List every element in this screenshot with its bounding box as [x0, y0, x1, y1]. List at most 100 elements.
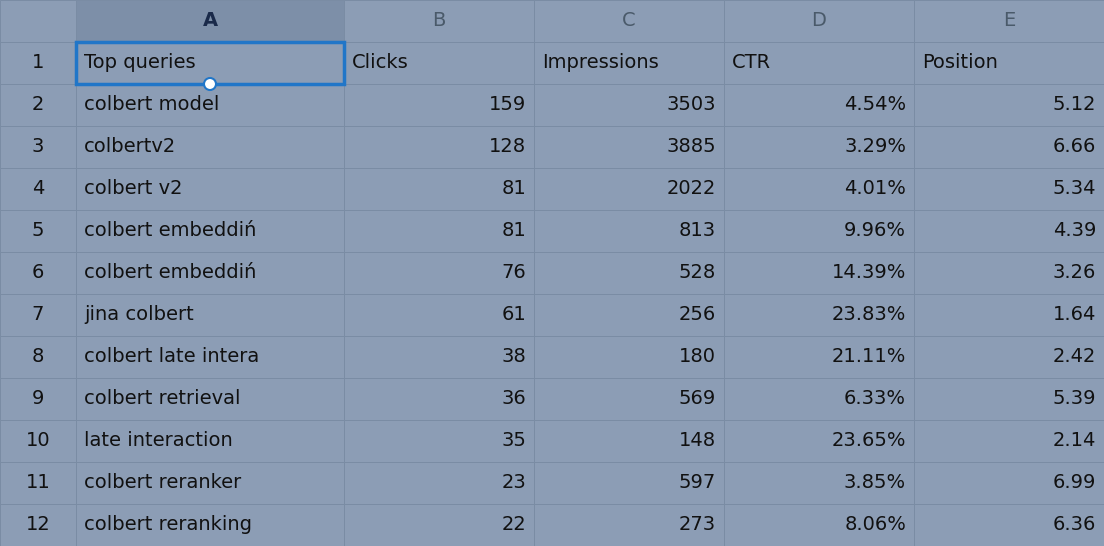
Text: 11: 11: [25, 473, 51, 492]
Text: 6.36: 6.36: [1052, 515, 1096, 535]
Text: 4: 4: [32, 180, 44, 199]
Text: 2.14: 2.14: [1052, 431, 1096, 450]
Text: E: E: [1002, 11, 1015, 31]
Text: 569: 569: [679, 389, 716, 408]
Text: 81: 81: [501, 180, 526, 199]
Text: C: C: [623, 11, 636, 31]
Bar: [914, 42, 1104, 84]
Text: 6.99: 6.99: [1052, 473, 1096, 492]
Bar: [76, 504, 344, 546]
Text: 3885: 3885: [667, 138, 716, 157]
Text: D: D: [811, 11, 827, 31]
Bar: [724, 336, 914, 378]
Bar: [914, 378, 1104, 420]
Bar: [0, 336, 76, 378]
Text: 76: 76: [501, 264, 526, 282]
Text: 6: 6: [32, 264, 44, 282]
Text: colbertv2: colbertv2: [84, 138, 177, 157]
Text: 6.66: 6.66: [1052, 138, 1096, 157]
Circle shape: [204, 78, 216, 90]
Bar: [724, 504, 914, 546]
Bar: [534, 420, 724, 462]
Text: 813: 813: [679, 222, 716, 240]
Bar: [914, 420, 1104, 462]
Text: 35: 35: [501, 431, 526, 450]
Text: Top queries: Top queries: [84, 54, 195, 73]
Bar: [76, 126, 344, 168]
Text: 7: 7: [32, 306, 44, 324]
Text: Impressions: Impressions: [542, 54, 659, 73]
Text: 3.85%: 3.85%: [843, 473, 906, 492]
Bar: [76, 84, 344, 126]
Bar: [76, 336, 344, 378]
Text: 148: 148: [679, 431, 716, 450]
Bar: [76, 462, 344, 504]
Text: 273: 273: [679, 515, 716, 535]
Bar: [344, 42, 534, 84]
Bar: [534, 378, 724, 420]
Text: 3503: 3503: [667, 96, 716, 115]
Text: B: B: [433, 11, 446, 31]
Bar: [914, 252, 1104, 294]
Text: A: A: [202, 11, 217, 31]
Bar: [344, 336, 534, 378]
Text: 9: 9: [32, 389, 44, 408]
Bar: [914, 294, 1104, 336]
Text: 21.11%: 21.11%: [831, 347, 906, 366]
Bar: [534, 126, 724, 168]
Bar: [534, 168, 724, 210]
Text: 3: 3: [32, 138, 44, 157]
Bar: [534, 336, 724, 378]
Text: 180: 180: [679, 347, 716, 366]
Text: 4.54%: 4.54%: [843, 96, 906, 115]
Bar: [0, 294, 76, 336]
Text: 23: 23: [501, 473, 526, 492]
Bar: [724, 84, 914, 126]
Bar: [0, 126, 76, 168]
Text: 5.12: 5.12: [1052, 96, 1096, 115]
Text: 128: 128: [489, 138, 526, 157]
Text: 61: 61: [501, 306, 526, 324]
Bar: [914, 126, 1104, 168]
Bar: [0, 504, 76, 546]
Text: 22: 22: [501, 515, 526, 535]
Text: colbert model: colbert model: [84, 96, 220, 115]
Bar: [344, 294, 534, 336]
Text: 38: 38: [501, 347, 526, 366]
Bar: [0, 210, 76, 252]
Bar: [534, 504, 724, 546]
Text: 5: 5: [32, 222, 44, 240]
Text: colbert reranking: colbert reranking: [84, 515, 252, 535]
Bar: [0, 252, 76, 294]
Bar: [534, 210, 724, 252]
Text: 4.01%: 4.01%: [845, 180, 906, 199]
Text: CTR: CTR: [732, 54, 771, 73]
Bar: [344, 84, 534, 126]
Bar: [914, 462, 1104, 504]
Text: 12: 12: [25, 515, 51, 535]
Bar: [0, 168, 76, 210]
Bar: [76, 168, 344, 210]
Bar: [914, 210, 1104, 252]
Bar: [0, 462, 76, 504]
Bar: [914, 84, 1104, 126]
Text: 256: 256: [679, 306, 716, 324]
Bar: [724, 462, 914, 504]
Text: colbert late intera: colbert late intera: [84, 347, 259, 366]
Bar: [76, 210, 344, 252]
Bar: [724, 378, 914, 420]
Bar: [724, 420, 914, 462]
Text: 36: 36: [501, 389, 526, 408]
Bar: [344, 378, 534, 420]
Text: 8.06%: 8.06%: [845, 515, 906, 535]
Text: 81: 81: [501, 222, 526, 240]
Text: 6.33%: 6.33%: [843, 389, 906, 408]
Bar: [76, 0, 344, 42]
Bar: [914, 336, 1104, 378]
Bar: [344, 0, 534, 42]
Text: 5.34: 5.34: [1052, 180, 1096, 199]
Bar: [344, 168, 534, 210]
Bar: [76, 42, 344, 84]
Text: 3.29%: 3.29%: [843, 138, 906, 157]
Bar: [344, 504, 534, 546]
